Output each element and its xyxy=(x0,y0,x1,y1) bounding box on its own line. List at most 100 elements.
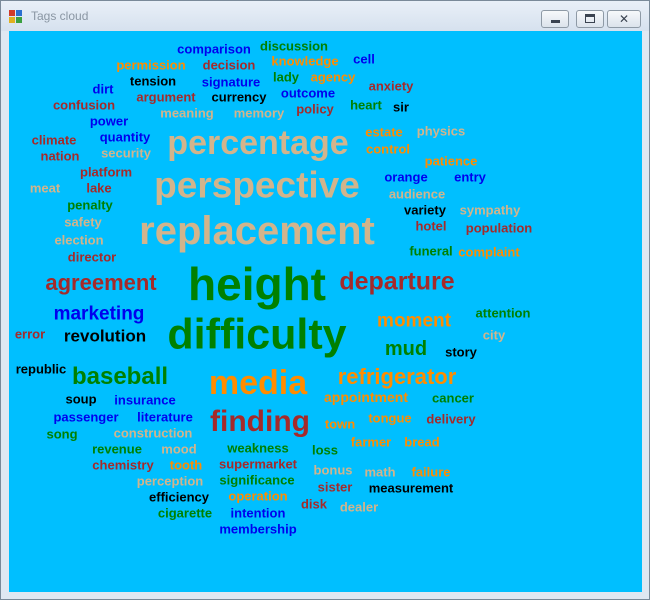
minimize-button[interactable] xyxy=(541,10,569,28)
tag-word-intention: intention xyxy=(230,505,286,521)
tag-cloud-canvas: comparison discussion permission decision kn… xyxy=(9,31,642,592)
tag-word-complaint: complaint xyxy=(458,244,520,260)
tag-word-finding: finding xyxy=(210,405,310,438)
tag-word-agreement: agreement xyxy=(45,270,157,295)
tag-word-town: town xyxy=(324,416,356,432)
tag-word-tongue: tongue xyxy=(368,410,412,426)
close-icon: ✕ xyxy=(618,12,630,26)
tag-word-baseball: baseball xyxy=(71,363,169,390)
tag-word-signature: signature xyxy=(201,74,261,90)
tag-word-penalty: penalty xyxy=(67,197,113,213)
tag-word-entry: entry xyxy=(454,169,486,185)
tag-word-physics: physics xyxy=(416,123,466,139)
close-button[interactable]: ✕ xyxy=(607,10,641,28)
tag-word-funeral: funeral xyxy=(409,243,453,259)
tag-word-city: city xyxy=(482,327,506,343)
tag-word-nation: nation xyxy=(40,148,80,164)
tag-word-chemistry: chemistry xyxy=(92,457,154,473)
tag-word-estate: estate xyxy=(365,124,403,140)
tag-word-attention: attention xyxy=(475,305,531,321)
tag-word-orange: orange xyxy=(384,169,428,185)
tag-word-heart: heart xyxy=(350,97,382,113)
tag-word-meat: meat xyxy=(29,180,61,196)
minimize-icon xyxy=(551,20,560,23)
tag-word-literature: literature xyxy=(137,409,193,425)
window-title: Tags cloud xyxy=(31,9,89,23)
tag-word-passenger: passenger xyxy=(53,409,119,425)
tag-word-platform: platform xyxy=(80,164,132,180)
tag-word-efficiency: efficiency xyxy=(149,489,209,505)
tag-word-math: math xyxy=(364,464,396,480)
tag-word-disk: disk xyxy=(300,496,328,512)
tag-word-meaning: meaning xyxy=(160,105,214,121)
tag-word-variety: variety xyxy=(404,202,446,218)
tag-word-marketing: marketing xyxy=(53,303,145,325)
tag-word-cell: cell xyxy=(353,51,375,67)
tag-word-power: power xyxy=(89,113,129,129)
tag-word-hotel: hotel xyxy=(415,218,447,234)
tag-word-media: media xyxy=(208,364,308,402)
tag-word-control: control xyxy=(365,141,411,157)
tag-word-error: error xyxy=(14,326,46,342)
tag-word-dirt: dirt xyxy=(92,81,114,97)
tag-word-discussion: discussion xyxy=(260,38,328,54)
tag-word-safety: safety xyxy=(64,214,102,230)
tag-word-moment: moment xyxy=(377,310,451,332)
tag-word-delivery: delivery xyxy=(426,411,476,427)
tag-word-replacement: replacement xyxy=(139,209,375,253)
tag-word-revenue: revenue xyxy=(92,441,142,457)
tag-word-sister: sister xyxy=(317,479,353,495)
tag-word-patience: patience xyxy=(424,153,478,169)
tag-word-knowledge: knowledge xyxy=(271,53,339,69)
tag-word-dealer: dealer xyxy=(339,499,379,515)
tag-word-comparison: comparison xyxy=(177,41,251,57)
tag-word-lady: lady xyxy=(272,69,300,85)
tag-word-departure: departure xyxy=(339,267,455,296)
tag-word-anxiety: anxiety xyxy=(368,78,414,94)
tag-word-climate: climate xyxy=(31,132,77,148)
tag-word-height: height xyxy=(188,258,326,310)
tag-word-insurance: insurance xyxy=(114,392,176,408)
tag-word-construction: construction xyxy=(113,425,193,441)
tag-word-loss: loss xyxy=(311,442,339,458)
app-icon xyxy=(9,10,22,23)
maximize-icon xyxy=(585,14,595,23)
tag-word-perspective: perspective xyxy=(154,164,360,206)
tag-word-perception: perception xyxy=(136,473,204,489)
tag-word-memory: memory xyxy=(233,105,285,121)
tag-word-decision: decision xyxy=(202,57,256,73)
tag-word-confusion: confusion xyxy=(52,97,116,113)
tag-word-soup: soup xyxy=(65,391,97,407)
tag-word-revolution: revolution xyxy=(63,326,147,346)
tag-word-cigarette: cigarette xyxy=(157,505,213,521)
tag-word-security: security xyxy=(101,145,151,161)
maximize-button[interactable] xyxy=(576,10,604,28)
tag-word-difficulty: difficulty xyxy=(167,310,347,359)
tag-word-operation: operation xyxy=(228,488,288,504)
tag-word-election: election xyxy=(54,232,104,248)
tag-word-story: story xyxy=(445,344,477,360)
tag-word-republic: republic xyxy=(15,361,67,377)
tag-word-tension: tension xyxy=(129,73,177,89)
tag-word-appointment: appointment xyxy=(324,389,408,405)
tag-word-significance: significance xyxy=(219,472,295,488)
tag-word-percentage: percentage xyxy=(167,124,349,162)
tag-word-bonus: bonus xyxy=(313,462,353,478)
tag-word-cancer: cancer xyxy=(432,390,474,406)
tag-word-currency: currency xyxy=(211,89,267,105)
tag-word-weakness: weakness xyxy=(227,440,289,456)
tag-word-agency: agency xyxy=(310,69,356,85)
tag-word-farmer: farmer xyxy=(350,434,392,450)
tag-word-permission: permission xyxy=(116,57,186,73)
tag-word-measurement: measurement xyxy=(368,480,454,496)
tag-word-sympathy: sympathy xyxy=(459,202,521,218)
tag-word-song: song xyxy=(46,426,78,442)
tag-word-outcome: outcome xyxy=(280,85,336,101)
tag-word-failure: failure xyxy=(411,464,451,480)
tag-word-bread: bread xyxy=(404,434,440,450)
tag-word-refrigerator: refrigerator xyxy=(337,364,457,389)
tag-word-mud: mud xyxy=(384,338,428,360)
tag-word-tooth: tooth xyxy=(169,457,203,473)
title-bar[interactable]: Tags cloud ✕ xyxy=(1,1,649,31)
